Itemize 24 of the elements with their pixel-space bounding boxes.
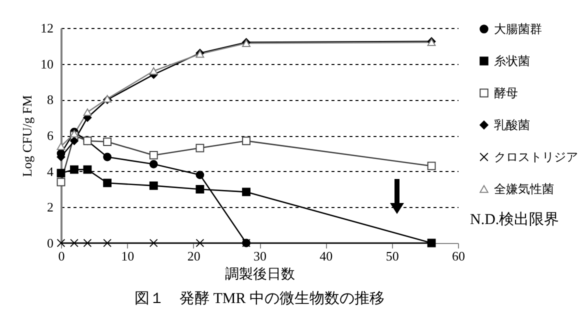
legend-label: 全嫌気性菌 (494, 182, 554, 196)
text: N.D.検出限界 (470, 211, 560, 228)
text: 図１ 発酵 TMR 中の微生物数の推移 (134, 290, 385, 307)
x-tick-label: 60 (452, 248, 465, 264)
legend-label: 酵母 (494, 86, 518, 100)
y-tick-label: 6 (47, 128, 54, 143)
y-axis-title: Log CFU/g FM (20, 94, 34, 177)
legend-label: 大腸菌群 (494, 22, 542, 36)
x-tick-label: 30 (254, 248, 266, 264)
x-axis-title: 調製後日数 (225, 266, 295, 282)
y-tick-label: 8 (47, 92, 54, 108)
x-tick-label: 0 (58, 248, 65, 264)
legend-label: 糸状菌 (494, 54, 530, 68)
x-tick-label: 50 (386, 248, 399, 264)
y-tick-label: 12 (40, 20, 54, 36)
x-tick-label: 20 (187, 248, 200, 264)
legend-label: クロストリジア (494, 150, 578, 164)
legend-label: 乳酸菌 (494, 118, 530, 132)
x-tick-label: 40 (320, 248, 333, 264)
y-tick-label: 10 (40, 56, 54, 72)
x-tick-label: 10 (121, 248, 134, 264)
y-tick-label: 0 (47, 236, 54, 250)
y-tick-label: 2 (47, 200, 54, 215)
y-tick-label: 4 (47, 164, 54, 179)
